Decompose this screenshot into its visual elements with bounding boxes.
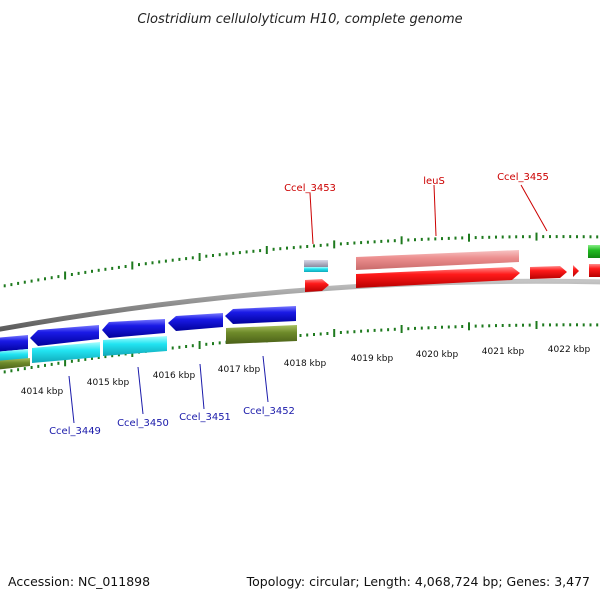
top-tick-row	[3, 232, 599, 288]
gene-small-red[interactable]	[573, 265, 579, 277]
gene-olive-1[interactable]	[226, 325, 297, 344]
leader-ccel-3450	[137, 366, 144, 415]
scale-label-4016: 4016 kbp	[153, 371, 196, 381]
scale-label-4017: 4017 kbp	[218, 365, 261, 375]
leader-ccel-3452	[262, 355, 269, 403]
page-title: Clostridium cellulolyticum H10, complete…	[137, 12, 462, 27]
gene-label-ccel-3455[interactable]: Ccel_3455	[497, 172, 549, 183]
gene-ccel-3452[interactable]	[225, 306, 296, 324]
gene-ccel-3453[interactable]	[305, 279, 329, 292]
gene-label-ccel-3451[interactable]: Ccel_3451	[179, 412, 231, 423]
gene-feature-grey[interactable]	[304, 260, 328, 267]
scale-label-4018: 4018 kbp	[284, 359, 327, 369]
gene-feature-cyan-small[interactable]	[304, 267, 328, 272]
gene-leus-band[interactable]	[356, 250, 519, 270]
gene-ccel-3450[interactable]	[102, 319, 165, 338]
accession-text: Accession: NC_011898	[8, 574, 150, 589]
scale-label-4022: 4022 kbp	[548, 345, 591, 355]
genome-info-text: Topology: circular; Length: 4,068,724 bp…	[246, 574, 590, 589]
gene-red-edge[interactable]	[589, 264, 600, 277]
gene-cyan-2[interactable]	[103, 336, 167, 356]
gene-label-ccel-3449[interactable]: Ccel_3449	[49, 426, 101, 437]
gene-label-leus[interactable]: leuS	[423, 176, 445, 187]
gene-cyan-edge[interactable]	[0, 349, 28, 362]
genome-backbone	[0, 278, 600, 332]
gene-ccel-3451[interactable]	[168, 313, 223, 331]
gene-olive-edge[interactable]	[0, 358, 30, 370]
gene-leus[interactable]	[356, 267, 520, 288]
leader-ccel-3449	[68, 375, 75, 424]
gene-blue-edge[interactable]	[0, 335, 28, 352]
gene-cyan-1[interactable]	[32, 342, 100, 363]
scale-label-4021: 4021 kbp	[482, 347, 525, 357]
scale-label-4014: 4014 kbp	[21, 387, 64, 397]
gene-ccel-3449[interactable]	[30, 325, 99, 346]
leader-ccel-3451	[199, 363, 205, 410]
gene-label-ccel-3450[interactable]: Ccel_3450	[117, 418, 169, 429]
gene-ccel-3455[interactable]	[530, 266, 567, 279]
gene-green-edge[interactable]	[588, 245, 600, 258]
scale-label-4020: 4020 kbp	[416, 350, 459, 360]
leader-leus	[433, 184, 437, 237]
leader-ccel-3453	[309, 192, 314, 245]
gene-label-ccel-3453[interactable]: Ccel_3453	[284, 183, 336, 194]
scale-label-4015: 4015 kbp	[87, 378, 130, 388]
scale-label-4019: 4019 kbp	[351, 354, 394, 364]
gene-label-ccel-3452[interactable]: Ccel_3452	[243, 406, 295, 417]
leader-ccel-3455	[520, 184, 548, 232]
